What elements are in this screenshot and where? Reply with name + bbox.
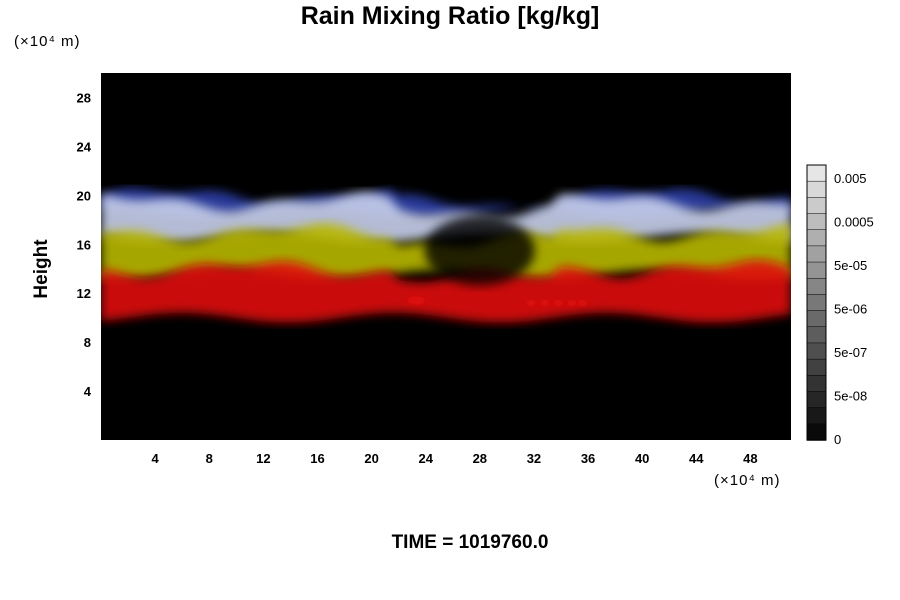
x-tick-label: 4 <box>152 451 160 466</box>
colorbar-label: 5e-07 <box>834 345 867 360</box>
colorbar-swatch <box>806 423 827 441</box>
y-tick-label: 28 <box>77 90 91 105</box>
colorbar-frame <box>806 164 827 441</box>
x-tick-label: 24 <box>418 451 433 466</box>
colorbar-label: 5e-05 <box>834 258 867 273</box>
colorbar-swatch <box>806 261 827 279</box>
colorbar-swatch <box>806 326 827 344</box>
x-tick-label: 36 <box>581 451 595 466</box>
colorbar-swatch <box>806 294 827 312</box>
colorbar-swatch <box>806 164 827 182</box>
rain-layer-band <box>101 259 791 323</box>
chart-title: Rain Mixing Ratio [kg/kg] <box>300 2 600 30</box>
rain-blob <box>553 299 564 306</box>
x-tick-label: 16 <box>310 451 324 466</box>
colorbar-label: 5e-06 <box>834 302 867 317</box>
rain-field <box>101 187 791 323</box>
y-tick-label: 24 <box>77 139 92 154</box>
x-tick-label: 48 <box>743 451 757 466</box>
x-tick-label: 12 <box>256 451 270 466</box>
colorbar-swatch <box>806 197 827 215</box>
colorbar-swatch <box>806 391 827 409</box>
x-tick-label: 28 <box>473 451 487 466</box>
x-axis-unit-label: (×10⁴ m) <box>714 472 781 489</box>
colorbar-swatch <box>806 310 827 328</box>
colorbar-swatch <box>806 407 827 425</box>
rain-blob <box>566 299 577 306</box>
rain-blob <box>526 299 537 306</box>
x-tick-label: 32 <box>527 451 541 466</box>
y-tick-label: 8 <box>84 335 91 350</box>
y-tick-label: 16 <box>77 237 91 252</box>
colorbar-label: 0 <box>834 432 841 447</box>
y-tick-label: 20 <box>77 188 91 203</box>
colorbar-label: 0.0005 <box>834 215 874 230</box>
y-tick-label: 4 <box>84 384 92 399</box>
colorbar-swatch <box>806 375 827 393</box>
colorbar-label: 0.005 <box>834 171 867 186</box>
x-tick-label: 20 <box>364 451 378 466</box>
colorbar-swatch <box>806 277 827 296</box>
colorbar-swatch <box>806 358 827 377</box>
rain-blob <box>407 296 426 305</box>
time-label: TIME = 1019760.0 <box>391 532 549 553</box>
colorbar-swatch <box>806 213 827 231</box>
x-tick-label: 44 <box>689 451 704 466</box>
colorbar-swatch <box>806 229 827 247</box>
rain-blob <box>539 299 550 306</box>
colorbar-swatch <box>806 245 827 263</box>
x-tick-label: 8 <box>206 451 213 466</box>
colorbar-swatch <box>806 180 827 199</box>
x-tick-label: 40 <box>635 451 649 466</box>
y-axis-ticks: 4 8 12 16 20 24 28 <box>77 90 92 399</box>
colorbar: 0.005 0.0005 5e-05 5e-06 5e-07 5e-08 0 <box>806 164 874 447</box>
colorbar-swatch <box>806 342 827 360</box>
x-axis-ticks: 4 8 12 16 20 24 28 32 36 40 44 48 <box>152 451 758 466</box>
field-gap <box>424 215 535 286</box>
colorbar-label: 5e-08 <box>834 389 867 404</box>
rain-layer-band <box>101 192 791 243</box>
y-tick-label: 12 <box>77 286 91 301</box>
rain-blob <box>577 299 588 306</box>
y-axis-unit-label: (×10⁴ m) <box>14 33 81 50</box>
